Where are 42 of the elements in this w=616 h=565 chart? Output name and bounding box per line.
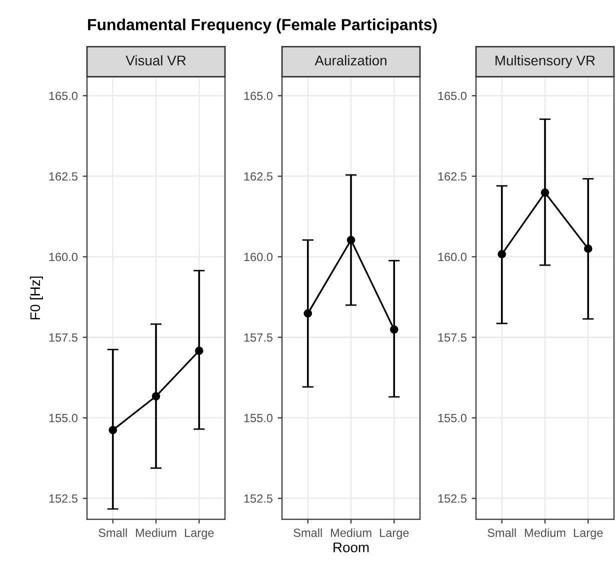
point: [108, 426, 118, 434]
point: [194, 346, 204, 355]
y-tick-label: 162.5: [244, 172, 272, 181]
point: [498, 250, 506, 258]
y-axis-title: F0 [Hz]: [30, 276, 43, 320]
point: [540, 188, 550, 197]
x-tick-label: Large: [185, 528, 214, 540]
y-tick-label: 162.5: [49, 172, 78, 181]
x-tick-label: Small: [488, 528, 516, 537]
x-tick-label: Large: [574, 528, 603, 540]
y-tick-label: 165.0: [438, 92, 467, 100]
point: [152, 392, 160, 400]
x-tick-label: Medium: [136, 528, 176, 537]
x-tick-label: Large: [380, 528, 409, 540]
y-tick-label: 152.5: [438, 494, 466, 503]
y-tick-label: 165.0: [49, 92, 78, 100]
x-tick-label: Medium: [330, 528, 372, 537]
chart-title: Visual VR: [126, 55, 186, 66]
y-tick-label: 160.0: [438, 252, 467, 262]
x-axis-title: Room: [334, 542, 369, 552]
y-tick-label: 157.5: [244, 333, 272, 342]
x-tick-label: Small: [98, 528, 127, 537]
y-tick-label: 160.0: [49, 252, 78, 262]
y-tick-label: 152.5: [49, 494, 78, 503]
x-tick-label: Medium: [524, 528, 566, 537]
point: [304, 309, 312, 318]
point: [584, 244, 592, 253]
y-tick-label: 157.5: [49, 333, 78, 342]
point: [346, 236, 356, 244]
y-tick-label: 155.0: [49, 414, 78, 422]
y-tick-label: 157.5: [438, 333, 466, 342]
point: [390, 325, 398, 334]
y-tick-label: 160.0: [244, 252, 273, 262]
y-tick-label: 155.0: [244, 414, 273, 422]
chart-title: Multisensory VR: [496, 55, 595, 68]
text: Fundamental Frequency (Female Participants): [88, 18, 437, 34]
y-tick-label: 152.5: [244, 494, 272, 503]
x-tick-label: Small: [294, 528, 322, 537]
y-tick-label: 155.0: [438, 414, 467, 422]
chart-title: Auralization: [314, 55, 386, 66]
y-tick-label: 165.0: [244, 92, 273, 100]
y-tick-label: 162.5: [438, 172, 466, 181]
